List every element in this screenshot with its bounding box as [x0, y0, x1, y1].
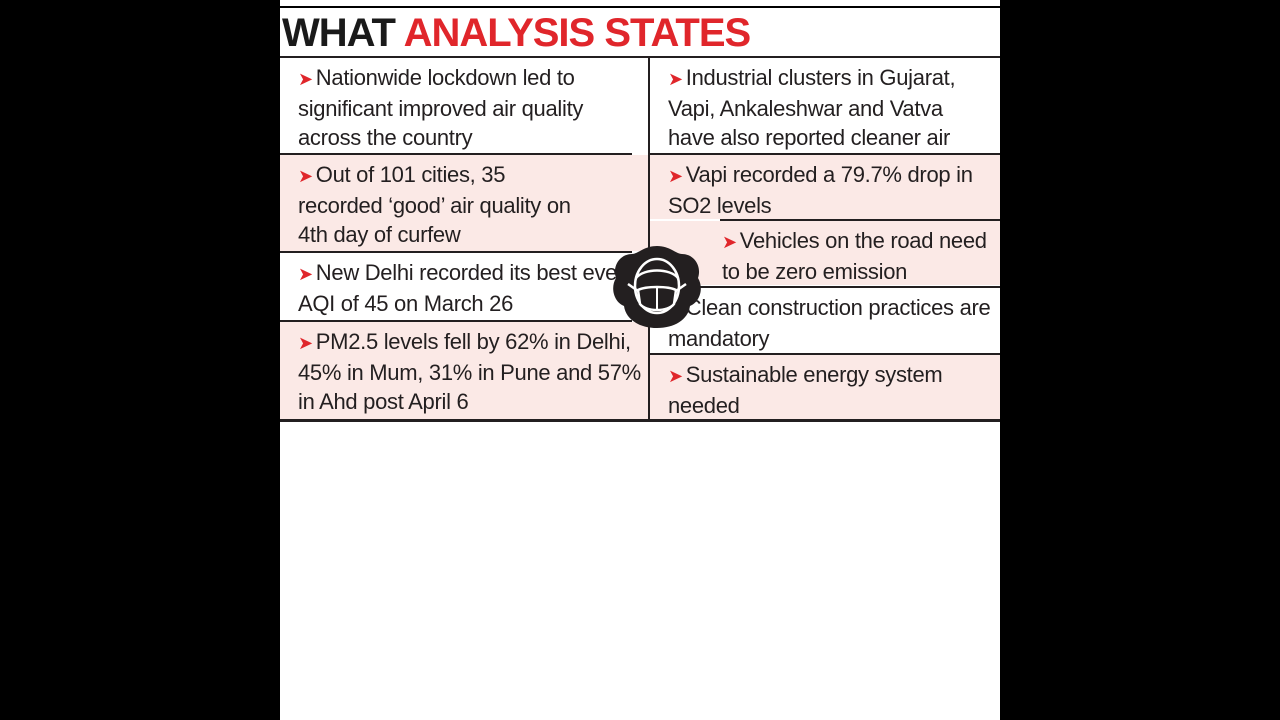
right-point-3: ➤ Vehicles on the road need to be zero em…	[650, 221, 1000, 285]
left-point-1: ➤ Nationwide lockdown led to significant …	[280, 58, 648, 152]
arrow-bullet-icon: ➤	[298, 333, 313, 353]
divider	[650, 153, 1000, 155]
right-point-1: ➤ Industrial clusters in Gujarat, Vapi, A…	[650, 58, 1000, 152]
face-mask-icon	[613, 246, 701, 328]
infographic-panel: WHAT ANALYSIS STATES ➤ Nationwide lockdow…	[280, 0, 1000, 720]
right-point-text: Vehicles on the road need to be zero emi…	[722, 228, 987, 284]
right-point-text: Clean construction practices are mandato…	[668, 295, 991, 351]
divider	[720, 219, 1000, 221]
points-grid: ➤ Nationwide lockdown led to significant …	[280, 56, 1000, 422]
arrow-bullet-icon: ➤	[298, 264, 313, 284]
left-point-2: ➤ Out of 101 cities, 35 recorded ‘good’ a…	[280, 155, 648, 251]
right-point-2: ➤ Vapi recorded a 79.7% drop in SO2 level…	[650, 155, 1000, 219]
divider	[650, 286, 1000, 288]
arrow-bullet-icon: ➤	[668, 366, 683, 386]
column-divider	[648, 58, 650, 419]
arrow-bullet-icon: ➤	[668, 69, 683, 89]
arrow-bullet-icon: ➤	[668, 166, 683, 186]
divider	[280, 251, 632, 253]
left-point-text: Out of 101 cities, 35 recorded ‘good’ ai…	[298, 162, 571, 247]
arrow-bullet-icon: ➤	[298, 69, 313, 89]
right-point-text: Sustainable energy system needed	[668, 362, 943, 418]
left-point-4: ➤ PM2.5 levels fell by 62% in Delhi, 45% …	[280, 322, 648, 419]
left-point-text: Nationwide lockdown led to significant i…	[298, 65, 584, 150]
divider	[280, 320, 632, 322]
divider	[650, 353, 1000, 355]
left-point-text: PM2.5 levels fell by 62% in Delhi, 45% i…	[298, 329, 641, 414]
arrow-bullet-icon: ➤	[298, 166, 313, 186]
arrow-bullet-icon: ➤	[722, 232, 737, 252]
title-word-analysis-states: ANALYSIS STATES	[403, 11, 752, 55]
right-point-text: Industrial clusters in Gujarat, Vapi, An…	[668, 65, 956, 150]
right-point-5: ➤ Sustainable energy system needed	[650, 355, 1000, 419]
divider	[280, 153, 632, 155]
right-point-text: Vapi recorded a 79.7% drop in SO2 levels	[668, 162, 973, 218]
left-point-3: ➤ New Delhi recorded its best ever AQI of…	[280, 253, 648, 319]
left-point-text: New Delhi recorded its best ever AQI of …	[298, 260, 625, 316]
title-word-what: WHAT	[282, 11, 396, 55]
header: WHAT ANALYSIS STATES	[280, 6, 1000, 58]
page-title: WHAT ANALYSIS STATES	[282, 10, 752, 56]
